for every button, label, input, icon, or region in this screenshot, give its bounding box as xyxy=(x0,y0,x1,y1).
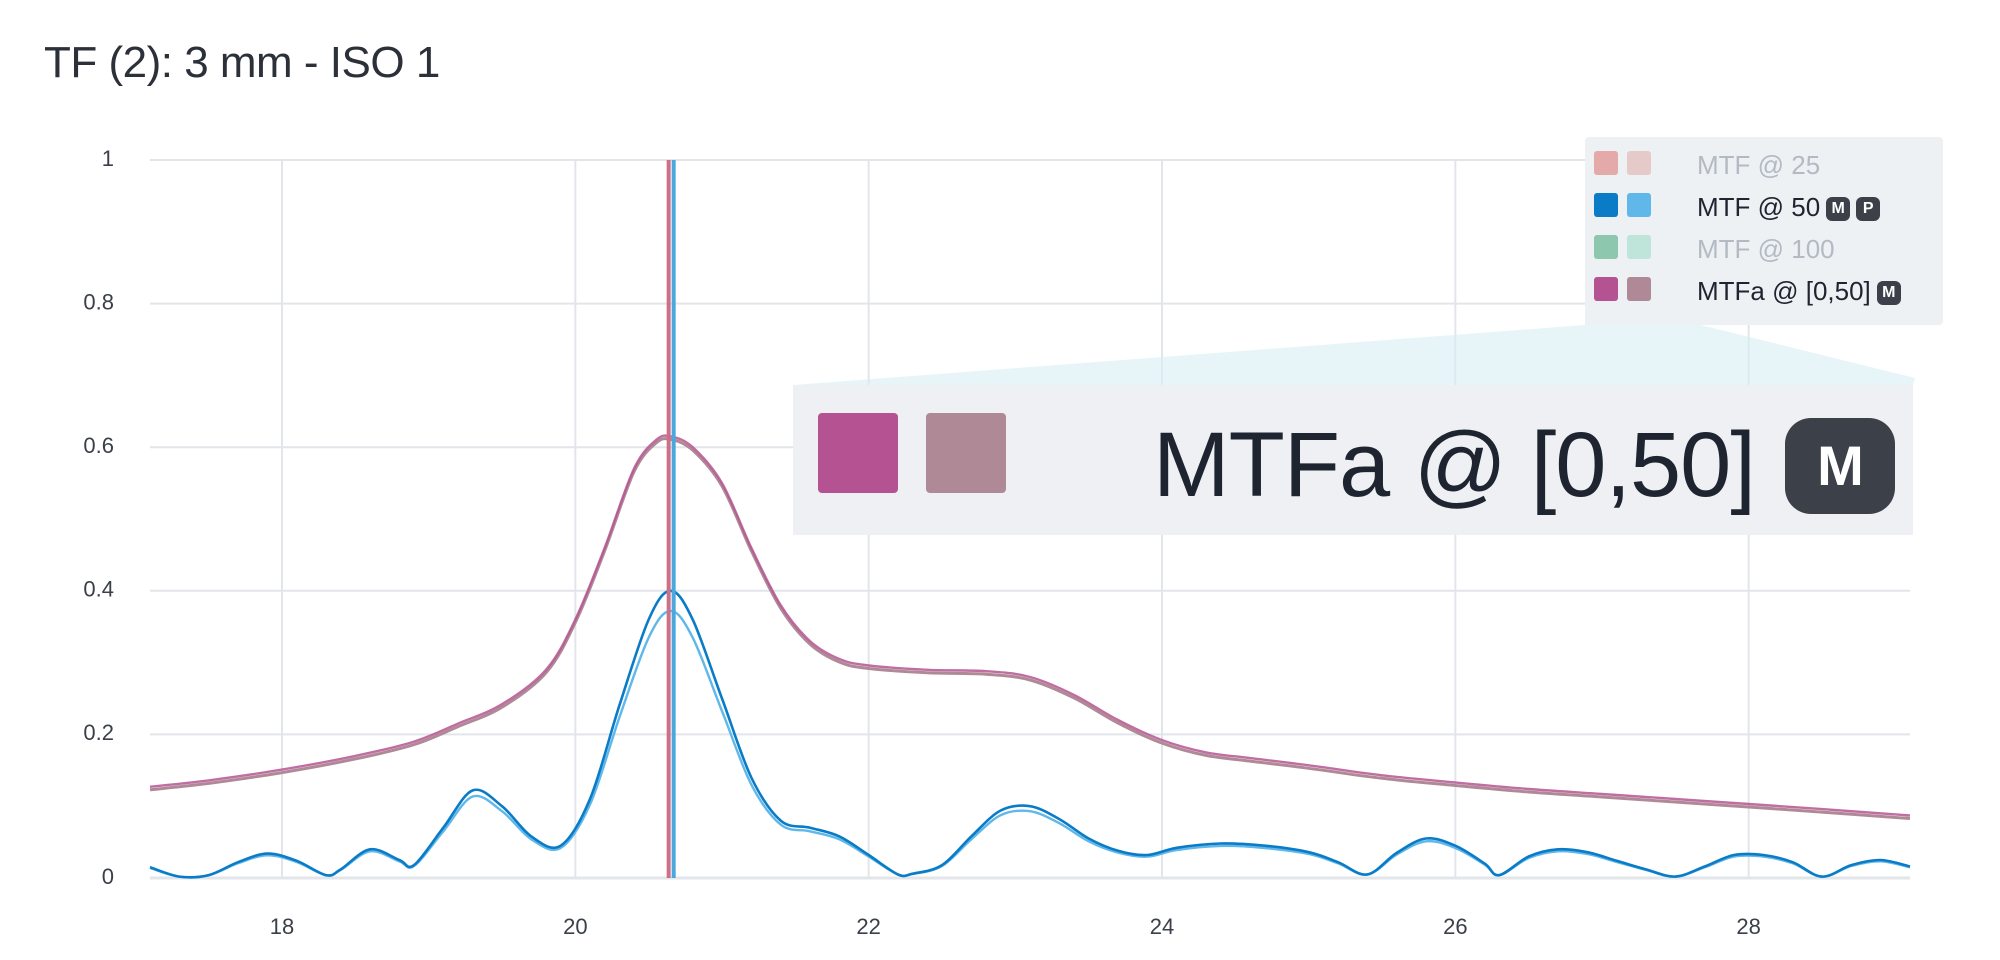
legend-item-mtf-100[interactable]: MTF @ 100 xyxy=(1585,227,1943,267)
x-tick-label: 24 xyxy=(1150,914,1174,939)
m-badge: M xyxy=(1826,197,1851,222)
vertical-marker xyxy=(666,160,676,878)
zoom-m-badge: M xyxy=(1784,417,1895,514)
x-tick-label: 20 xyxy=(563,914,587,939)
y-tick-label: 0 xyxy=(102,864,114,889)
x-tick-label: 28 xyxy=(1736,914,1760,939)
x-tick-label: 22 xyxy=(856,914,880,939)
y-tick-label: 0.8 xyxy=(83,289,114,314)
legend-label-mtf-50: MTF @ 50 M P xyxy=(1697,192,1881,223)
zoom-swatch-secondary xyxy=(926,413,1006,493)
legend-label-mtfa: MTFa @ [0,50] M xyxy=(1697,276,1901,307)
legend-item-mtfa[interactable]: MTFa @ [0,50] M xyxy=(1585,269,1943,309)
x-axis-ticks: 18 20 22 24 26 28 xyxy=(270,914,1761,939)
x-tick-label: 26 xyxy=(1443,914,1467,939)
mtf-100-swatch-secondary xyxy=(1627,235,1651,259)
m-badge: M xyxy=(1876,281,1901,306)
mtfa-swatch-primary xyxy=(1594,277,1618,301)
mtf-25-swatch-primary xyxy=(1594,151,1618,175)
series-line-mtf-50 xyxy=(149,589,1911,879)
legend: MTF @ 25 MTF @ 50 M P MTF @ 100 MTFa @ [0,… xyxy=(1585,137,1943,325)
y-axis-ticks: 0 0.2 0.4 0.6 0.8 1 xyxy=(83,146,114,889)
mtf-25-swatch-secondary xyxy=(1627,151,1651,175)
legend-zoom-inset: MTFa @ [0,50] M xyxy=(793,385,1913,535)
legend-label-mtf-25: MTF @ 25 xyxy=(1697,150,1821,180)
y-tick-label: 0.6 xyxy=(83,433,114,458)
zoom-swatch-primary xyxy=(818,413,898,493)
mtfa-swatch-secondary xyxy=(1627,277,1651,301)
series-lines xyxy=(149,434,1911,879)
zoom-legend-label: MTFa @ [0,50] M xyxy=(1153,413,1895,520)
y-tick-label: 1 xyxy=(102,146,114,171)
chart-title: TF (2): 3 mm - ISO 1 xyxy=(44,38,440,87)
y-tick-label: 0.2 xyxy=(83,720,114,745)
mtf-100-swatch-primary xyxy=(1594,235,1618,259)
series-line-mtfa xyxy=(149,434,1911,817)
mtf-50-swatch-primary xyxy=(1594,193,1618,217)
legend-item-mtf-50[interactable]: MTF @ 50 M P xyxy=(1585,185,1943,225)
legend-label-mtf-100: MTF @ 100 xyxy=(1697,234,1835,264)
p-badge: P xyxy=(1856,197,1881,222)
legend-item-mtf-25[interactable]: MTF @ 25 xyxy=(1585,143,1943,183)
x-tick-label: 18 xyxy=(270,914,294,939)
series-line-mtfa-secondary xyxy=(149,437,1911,820)
mtf-50-swatch-secondary xyxy=(1627,193,1651,217)
y-tick-label: 0.4 xyxy=(83,577,114,602)
